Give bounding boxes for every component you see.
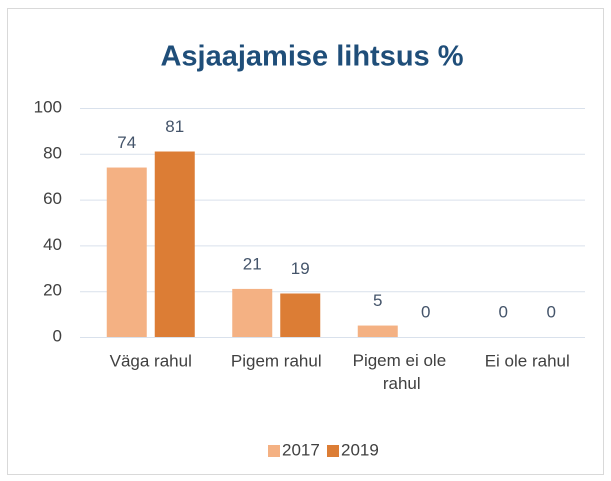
value-label: 21 [243,254,262,273]
y-tick-label: 60 [43,189,62,208]
bar [232,288,273,337]
value-label: 5 [373,291,382,310]
x-tick-label: Pigem rahul [231,351,322,370]
legend-swatch [268,445,280,457]
bar [280,293,321,337]
value-label: 19 [291,259,310,278]
legend-swatch [327,445,339,457]
value-label: 0 [547,302,556,321]
value-label: 74 [117,133,136,152]
bar [357,325,398,337]
x-tick-label: Ei ole rahul [485,351,570,370]
x-tick-label: Väga rahul [110,351,192,370]
y-tick-label: 20 [43,281,62,300]
value-label: 81 [165,117,184,136]
value-label: 0 [421,302,430,321]
y-tick-label: 0 [53,326,62,345]
value-label: 0 [499,302,508,321]
y-tick-label: 80 [43,143,62,162]
bar [106,167,147,337]
legend-label: 2017 [282,440,320,459]
x-tick-label: Pigem ei ole rahul [353,351,451,393]
y-tick-label: 40 [43,235,62,254]
bar [154,151,195,337]
chart-title: Asjaajamise lihtsus % [160,41,463,73]
chart-frame [7,8,604,475]
legend-label: 2019 [341,440,379,459]
y-tick-label: 100 [34,97,62,116]
